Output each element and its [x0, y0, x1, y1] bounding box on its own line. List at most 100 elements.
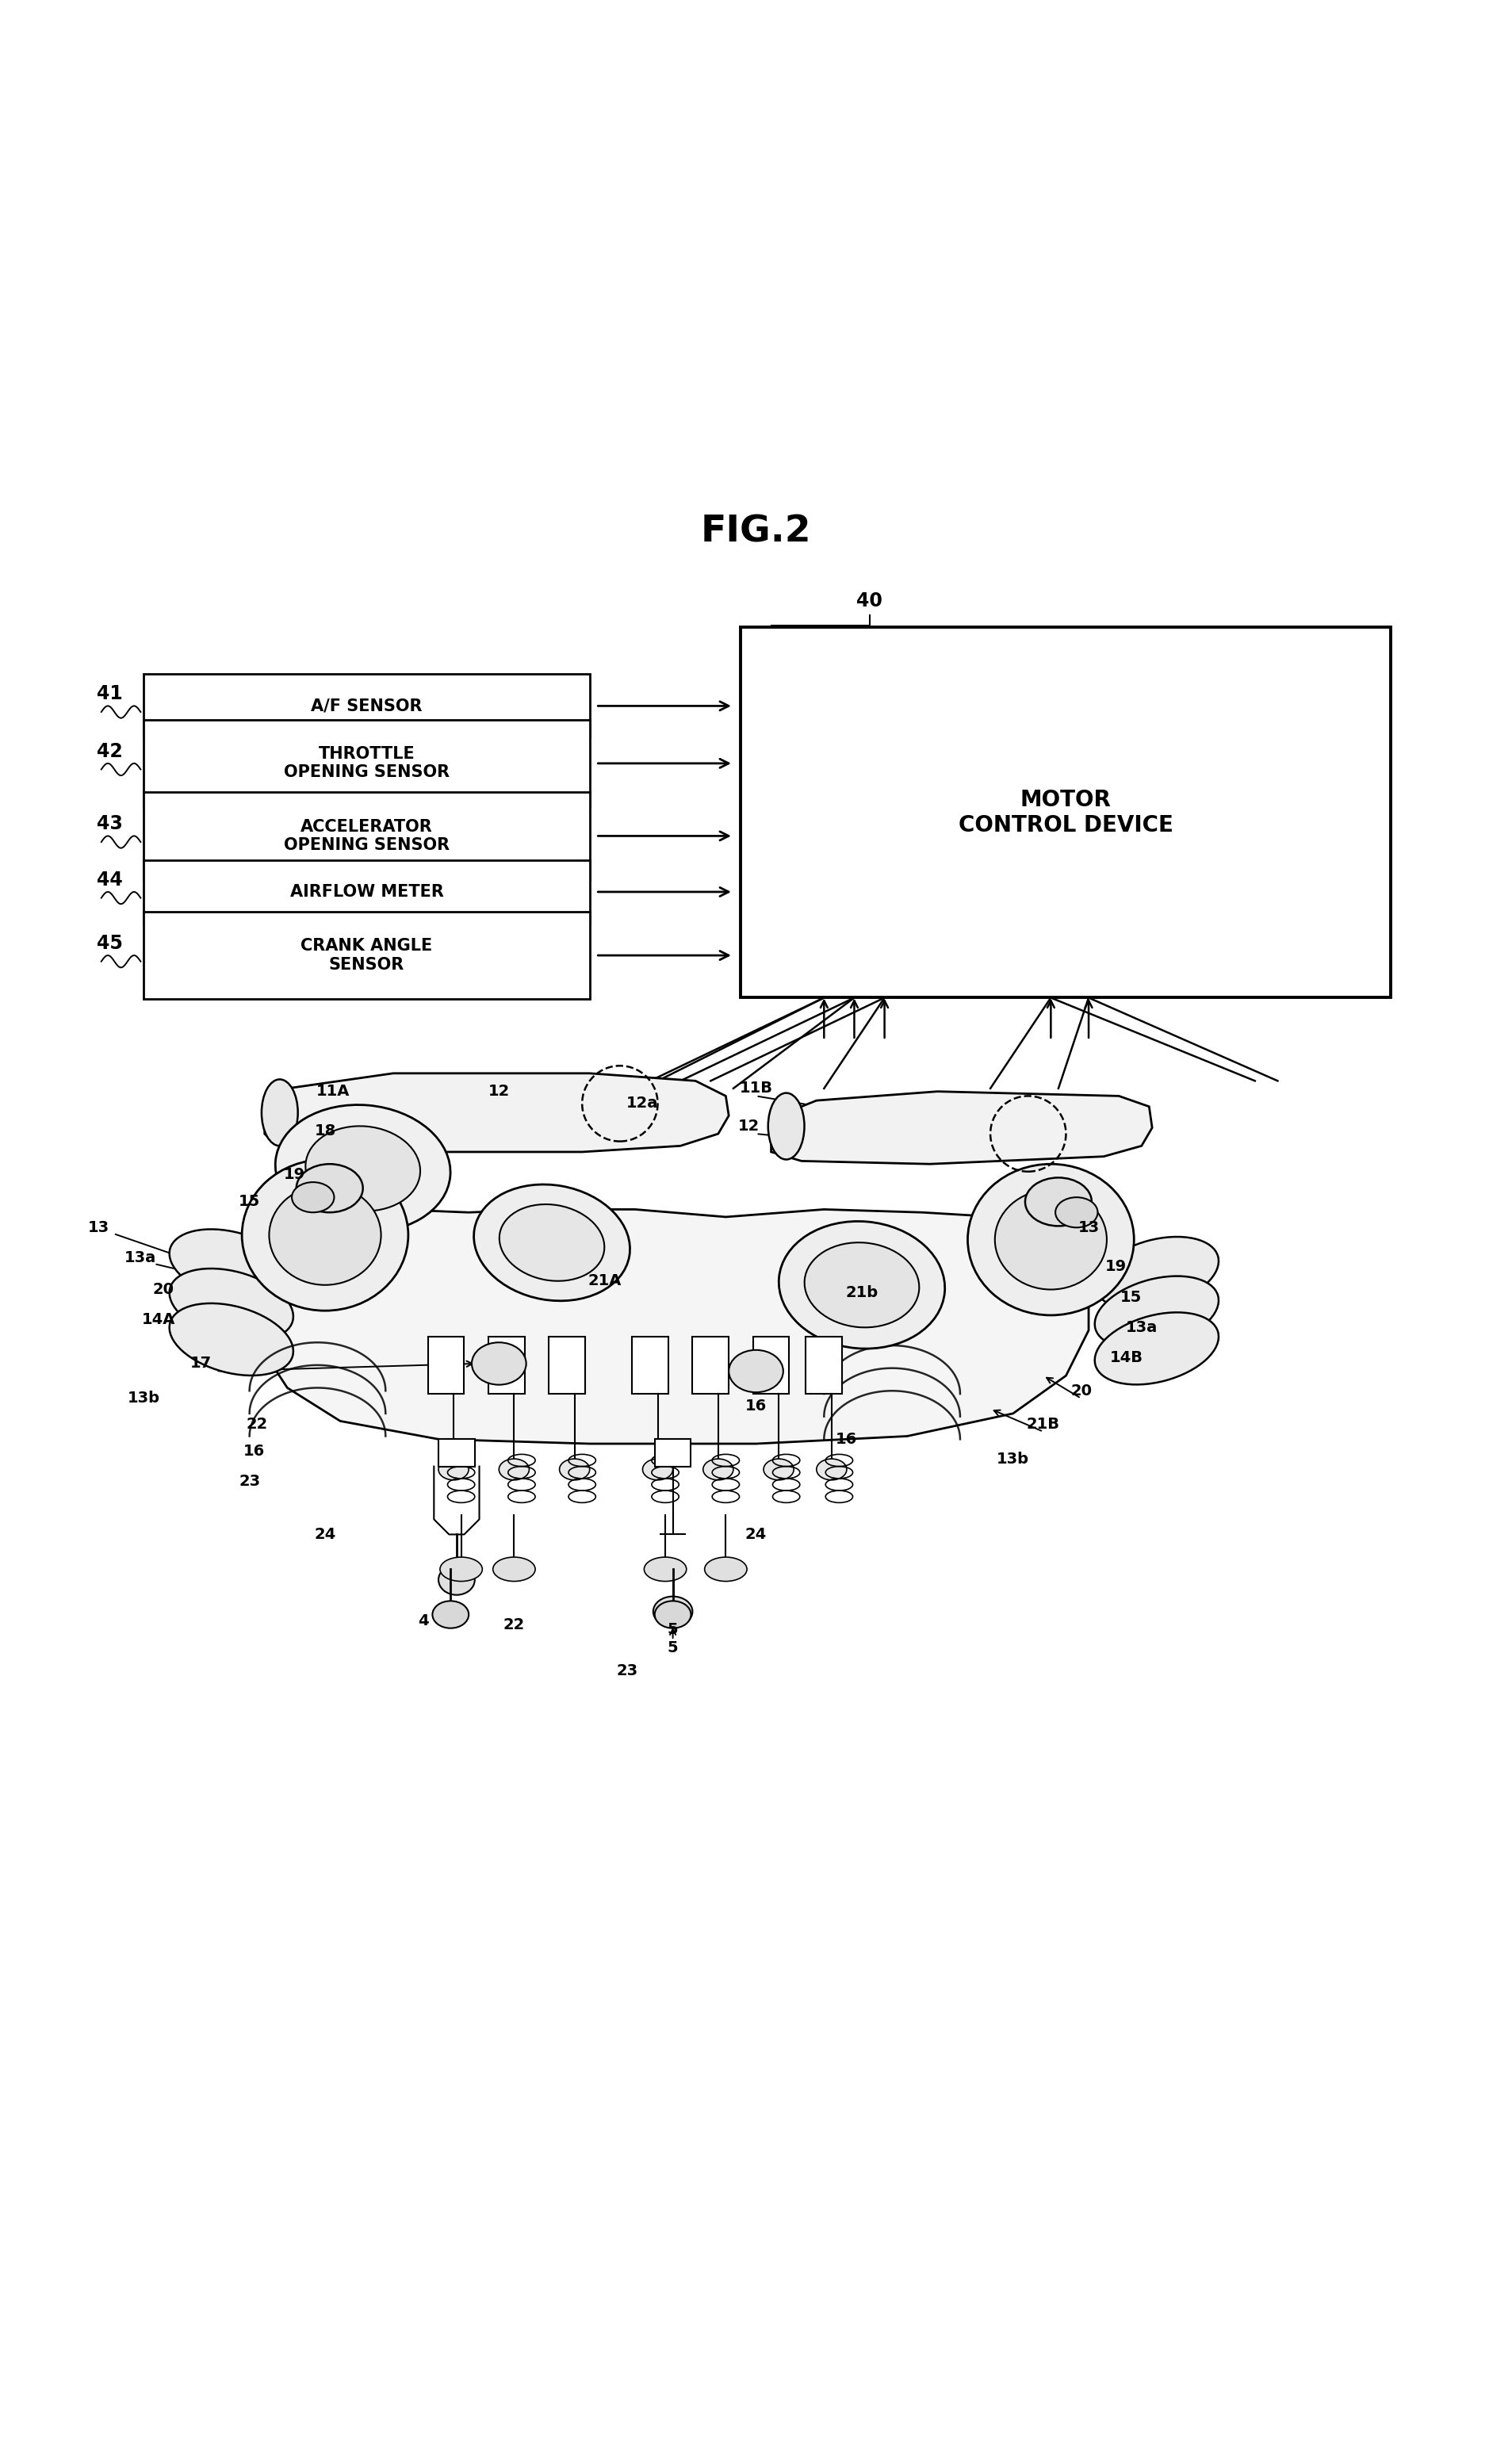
- FancyBboxPatch shape: [438, 1440, 475, 1467]
- Text: 20: 20: [153, 1281, 174, 1298]
- Polygon shape: [771, 1092, 1152, 1163]
- Text: 13b: 13b: [996, 1452, 1030, 1467]
- FancyBboxPatch shape: [692, 1337, 729, 1393]
- Ellipse shape: [169, 1269, 293, 1340]
- Ellipse shape: [643, 1460, 673, 1479]
- Text: 24: 24: [314, 1526, 336, 1543]
- Ellipse shape: [242, 1158, 408, 1310]
- Text: 20: 20: [1070, 1384, 1092, 1398]
- Ellipse shape: [472, 1342, 526, 1384]
- Text: 5: 5: [667, 1641, 679, 1656]
- Polygon shape: [265, 1210, 1089, 1445]
- Ellipse shape: [438, 1460, 469, 1479]
- Text: 12a: 12a: [626, 1097, 659, 1112]
- Text: 42: 42: [97, 742, 122, 762]
- Text: CRANK ANGLE
SENSOR: CRANK ANGLE SENSOR: [301, 938, 432, 972]
- Text: AIRFLOW METER: AIRFLOW METER: [290, 884, 443, 899]
- Ellipse shape: [438, 1565, 475, 1594]
- Text: 15: 15: [1120, 1291, 1142, 1305]
- Ellipse shape: [1025, 1178, 1092, 1227]
- Ellipse shape: [292, 1183, 334, 1212]
- Text: 13b: 13b: [127, 1391, 160, 1406]
- Text: 21b: 21b: [845, 1286, 878, 1300]
- FancyBboxPatch shape: [144, 791, 590, 879]
- Ellipse shape: [499, 1460, 529, 1479]
- Ellipse shape: [473, 1185, 631, 1300]
- Text: 16: 16: [836, 1433, 857, 1447]
- FancyBboxPatch shape: [632, 1337, 668, 1393]
- Ellipse shape: [493, 1558, 535, 1582]
- Text: 45: 45: [97, 933, 122, 953]
- Text: 19: 19: [284, 1168, 305, 1183]
- Text: 12: 12: [488, 1085, 510, 1100]
- Ellipse shape: [559, 1460, 590, 1479]
- Ellipse shape: [1095, 1313, 1219, 1384]
- Text: 13a: 13a: [124, 1251, 157, 1266]
- FancyBboxPatch shape: [549, 1337, 585, 1393]
- Text: 16: 16: [745, 1398, 767, 1413]
- Ellipse shape: [655, 1602, 691, 1629]
- Ellipse shape: [995, 1190, 1107, 1291]
- Text: 24: 24: [745, 1526, 767, 1543]
- Text: 23: 23: [239, 1474, 260, 1489]
- Ellipse shape: [804, 1242, 919, 1327]
- FancyBboxPatch shape: [428, 1337, 464, 1393]
- Ellipse shape: [729, 1349, 783, 1393]
- Ellipse shape: [305, 1127, 420, 1210]
- Text: 11A: 11A: [316, 1085, 349, 1100]
- Text: 11B: 11B: [739, 1080, 773, 1097]
- Ellipse shape: [703, 1460, 733, 1479]
- Text: 22: 22: [503, 1619, 525, 1633]
- Text: 13: 13: [88, 1220, 109, 1234]
- Text: MOTOR
CONTROL DEVICE: MOTOR CONTROL DEVICE: [959, 789, 1173, 838]
- Ellipse shape: [169, 1303, 293, 1376]
- FancyBboxPatch shape: [144, 911, 590, 999]
- Ellipse shape: [432, 1602, 469, 1629]
- FancyBboxPatch shape: [655, 1440, 691, 1467]
- Ellipse shape: [262, 1080, 298, 1146]
- Text: 21A: 21A: [588, 1273, 621, 1288]
- Ellipse shape: [1095, 1237, 1219, 1308]
- Text: 16: 16: [243, 1445, 265, 1460]
- FancyBboxPatch shape: [753, 1337, 789, 1393]
- Ellipse shape: [779, 1222, 945, 1349]
- Text: 17: 17: [191, 1357, 212, 1371]
- FancyBboxPatch shape: [488, 1337, 525, 1393]
- Ellipse shape: [816, 1460, 847, 1479]
- Text: 14B: 14B: [1110, 1349, 1143, 1364]
- Ellipse shape: [653, 1597, 692, 1626]
- FancyBboxPatch shape: [741, 627, 1391, 997]
- FancyBboxPatch shape: [144, 860, 590, 923]
- Text: 40: 40: [856, 593, 883, 610]
- FancyBboxPatch shape: [144, 673, 590, 737]
- Text: ACCELERATOR
OPENING SENSOR: ACCELERATOR OPENING SENSOR: [284, 818, 449, 852]
- Text: FIG.2: FIG.2: [700, 514, 812, 551]
- Text: A/F SENSOR: A/F SENSOR: [311, 698, 422, 713]
- Text: THROTTLE
OPENING SENSOR: THROTTLE OPENING SENSOR: [284, 747, 449, 781]
- FancyBboxPatch shape: [144, 720, 590, 808]
- Ellipse shape: [968, 1163, 1134, 1315]
- Text: 14A: 14A: [142, 1313, 175, 1327]
- Text: 18: 18: [314, 1124, 336, 1139]
- Ellipse shape: [269, 1185, 381, 1286]
- Ellipse shape: [499, 1205, 605, 1281]
- Text: 13a: 13a: [1125, 1320, 1158, 1335]
- Text: 13: 13: [1078, 1220, 1099, 1234]
- Ellipse shape: [764, 1460, 794, 1479]
- Ellipse shape: [1095, 1276, 1219, 1349]
- Text: 22: 22: [246, 1416, 268, 1433]
- Text: 21B: 21B: [1027, 1416, 1060, 1433]
- Text: 41: 41: [97, 683, 122, 703]
- Ellipse shape: [768, 1092, 804, 1158]
- Polygon shape: [265, 1073, 729, 1151]
- Ellipse shape: [296, 1163, 363, 1212]
- Text: 23: 23: [617, 1663, 638, 1678]
- Ellipse shape: [169, 1229, 293, 1300]
- Ellipse shape: [440, 1558, 482, 1582]
- Text: 5: 5: [667, 1621, 679, 1638]
- Text: 43: 43: [97, 816, 122, 833]
- Ellipse shape: [275, 1104, 451, 1232]
- FancyBboxPatch shape: [806, 1337, 842, 1393]
- Text: 44: 44: [97, 869, 122, 889]
- Text: 15: 15: [239, 1195, 260, 1210]
